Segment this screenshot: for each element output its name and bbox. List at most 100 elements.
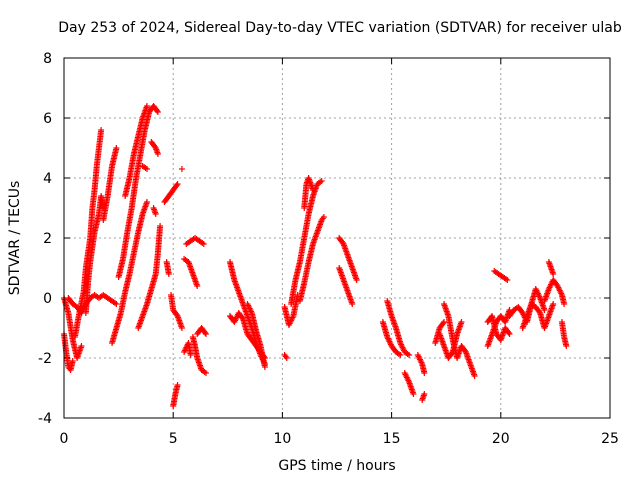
- data-point: [309, 242, 316, 249]
- data-point: [493, 329, 500, 336]
- data-point: [409, 389, 416, 396]
- data-point: [117, 311, 124, 318]
- data-point: [338, 238, 345, 245]
- x-tick-label: 10: [273, 431, 291, 447]
- data-points: [61, 103, 570, 409]
- y-tick-label: 8: [43, 51, 52, 67]
- data-point: [536, 308, 543, 315]
- data-point: [303, 182, 310, 189]
- data-point: [504, 328, 511, 335]
- data-point: [252, 326, 259, 333]
- data-point: [552, 280, 559, 287]
- data-point: [174, 383, 181, 390]
- data-point: [154, 149, 161, 156]
- data-point: [448, 351, 455, 358]
- data-point: [440, 320, 447, 327]
- data-point: [193, 353, 200, 360]
- plot-frame: [63, 57, 611, 419]
- data-point: [111, 300, 118, 306]
- data-point: [248, 308, 255, 315]
- data-point: [319, 215, 326, 222]
- data-point: [392, 323, 399, 330]
- data-point: [560, 299, 567, 306]
- y-tick-label: -2: [38, 351, 52, 367]
- data-point: [199, 240, 206, 246]
- data-point: [309, 185, 316, 192]
- data-point: [230, 275, 237, 282]
- data-point: [404, 351, 411, 357]
- data-point: [143, 104, 150, 111]
- data-point: [77, 344, 84, 351]
- data-point: [130, 152, 137, 159]
- data-point: [191, 341, 198, 348]
- data-point: [202, 329, 209, 336]
- data-point: [440, 341, 447, 348]
- data-point: [296, 260, 303, 267]
- x-tick-label: 25: [601, 431, 619, 447]
- data-point: [239, 314, 246, 321]
- data-point: [187, 350, 194, 357]
- data-point: [439, 321, 446, 328]
- data-point: [505, 329, 512, 336]
- y-tick-label: 0: [43, 291, 52, 307]
- data-point: [317, 179, 324, 185]
- data-point: [173, 182, 180, 189]
- data-point: [121, 290, 128, 297]
- data-point: [147, 287, 154, 294]
- data-point: [348, 263, 355, 270]
- data-point: [165, 269, 172, 276]
- data-point: [448, 350, 455, 357]
- data-point: [130, 251, 137, 258]
- x-tick-label: 0: [60, 431, 69, 447]
- data-point: [282, 353, 289, 360]
- x-tick-label: 20: [492, 431, 510, 447]
- data-point: [562, 341, 569, 348]
- x-tick-label: 15: [383, 431, 401, 447]
- data-point: [313, 230, 320, 237]
- data-point: [150, 142, 157, 149]
- data-point: [69, 359, 76, 366]
- y-tick-label: -4: [38, 411, 52, 427]
- data-point: [461, 346, 468, 353]
- data-point: [201, 369, 208, 375]
- data-point: [139, 212, 146, 219]
- data-point: [457, 320, 464, 327]
- data-point: [172, 310, 179, 317]
- data-point: [154, 107, 161, 114]
- data-point: [235, 287, 242, 294]
- axis-ticks: 0 5 10 15 20 25 -4 -2 0 2 4 6 8: [38, 51, 619, 447]
- data-point: [289, 314, 296, 321]
- data-point: [388, 311, 395, 318]
- y-axis-label: SDTVAR / TECUs: [7, 181, 23, 296]
- data-point: [113, 146, 120, 153]
- x-axis-label: GPS time / hours: [278, 458, 395, 474]
- data-point: [545, 314, 552, 321]
- data-point: [292, 278, 299, 285]
- data-point: [466, 359, 473, 366]
- data-point: [545, 287, 552, 294]
- data-point: [383, 332, 390, 339]
- data-point: [178, 323, 185, 330]
- data-point: [305, 260, 312, 267]
- y-tick-label: 2: [43, 231, 52, 247]
- y-tick-label: 4: [43, 171, 52, 187]
- data-point: [139, 314, 146, 321]
- data-point: [126, 176, 133, 183]
- data-point: [261, 362, 268, 369]
- data-point: [126, 272, 133, 279]
- data-point: [523, 314, 530, 321]
- data-point: [164, 195, 171, 202]
- data-point: [142, 165, 149, 171]
- data-point: [535, 307, 542, 314]
- data-point: [168, 189, 175, 196]
- data-point: [444, 311, 451, 318]
- data-point: [119, 257, 126, 264]
- data-point: [143, 200, 150, 207]
- data-point: [172, 392, 179, 399]
- data-point: [143, 302, 150, 309]
- data-point: [97, 128, 104, 135]
- data-point: [152, 209, 159, 216]
- data-point: [156, 224, 163, 231]
- data-point: [396, 338, 403, 345]
- data-point: [172, 183, 179, 190]
